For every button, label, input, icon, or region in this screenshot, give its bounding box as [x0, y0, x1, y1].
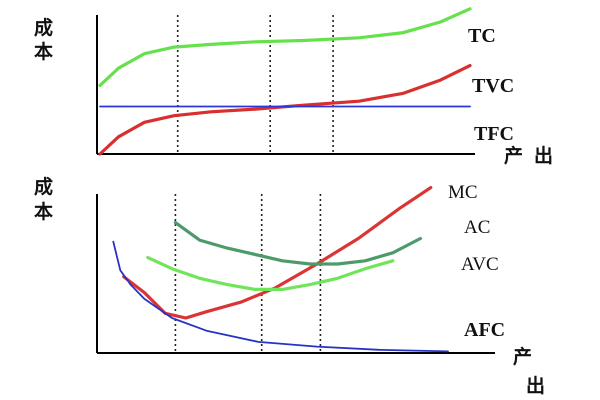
bottom-y-axis-label-bottom: 本	[34, 200, 53, 223]
mc-line	[122, 186, 433, 320]
ac-label: AC	[464, 217, 490, 238]
top-y-axis-label-bottom: 本	[34, 40, 53, 63]
tvc-label: TVC	[472, 75, 514, 97]
tc-line	[98, 7, 472, 87]
top-x-axis-label-right: 出	[534, 144, 553, 167]
avc-label: AVC	[461, 254, 499, 275]
bottom-y-axis-label-top: 成	[34, 175, 53, 198]
ac-line	[173, 221, 422, 266]
afc-line	[112, 240, 449, 353]
bottom-cost-chart: 成 本 产 出 MC AC AVC AFC	[34, 175, 545, 397]
top-cost-chart: 成 本 产 出 TC TVC TFC	[34, 7, 553, 167]
top-x-axis-label-left: 产	[504, 144, 523, 167]
bottom-x-axis-label-top: 产	[513, 345, 532, 368]
bottom-x-axis-label-bottom: 出	[526, 374, 545, 397]
mc-label: MC	[448, 182, 478, 203]
top-y-axis-label-top: 成	[34, 16, 53, 39]
tvc-line	[98, 63, 472, 156]
avc-line	[146, 256, 395, 291]
tc-label: TC	[468, 25, 496, 47]
afc-label: AFC	[464, 319, 505, 341]
tfc-label: TFC	[474, 123, 514, 145]
